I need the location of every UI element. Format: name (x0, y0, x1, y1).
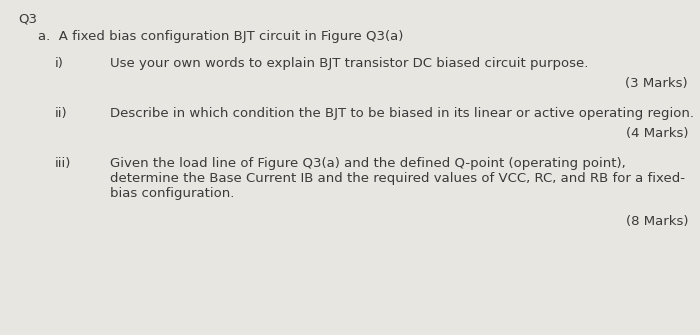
Text: Describe in which condition the BJT to be biased in its linear or active operati: Describe in which condition the BJT to b… (110, 107, 694, 120)
Text: (3 Marks): (3 Marks) (625, 77, 688, 90)
Text: a.  A fixed bias configuration BJT circuit in Figure Q3(a): a. A fixed bias configuration BJT circui… (38, 30, 403, 43)
Text: Given the load line of Figure Q3(a) and the defined Q-point (operating point),: Given the load line of Figure Q3(a) and … (110, 157, 626, 170)
Text: (4 Marks): (4 Marks) (626, 127, 688, 140)
Text: iii): iii) (55, 157, 71, 170)
Text: (8 Marks): (8 Marks) (626, 215, 688, 228)
Text: Q3: Q3 (18, 13, 37, 26)
Text: ii): ii) (55, 107, 68, 120)
Text: i): i) (55, 57, 64, 70)
Text: determine the Base Current IB and the required values of VCC, RC, and RB for a f: determine the Base Current IB and the re… (110, 172, 685, 185)
Text: Use your own words to explain BJT transistor DC biased circuit purpose.: Use your own words to explain BJT transi… (110, 57, 589, 70)
Text: bias configuration.: bias configuration. (110, 187, 234, 200)
